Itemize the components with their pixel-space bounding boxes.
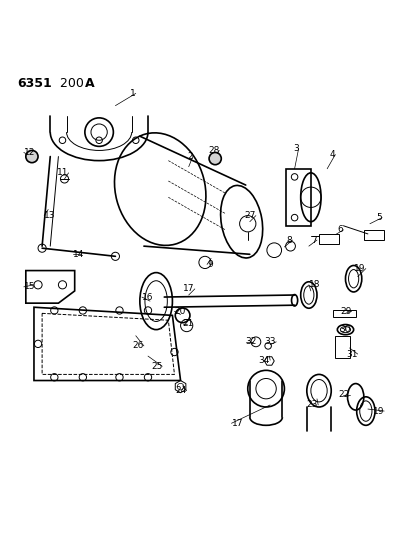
Text: 2: 2	[187, 152, 192, 161]
Text: 4: 4	[329, 150, 335, 159]
Text: 15: 15	[24, 282, 35, 292]
Text: 13: 13	[44, 211, 56, 220]
Text: 6351: 6351	[18, 77, 52, 90]
Circle shape	[209, 152, 221, 165]
Circle shape	[26, 150, 38, 163]
Text: 18: 18	[308, 280, 319, 289]
Text: 16: 16	[142, 293, 153, 302]
Text: 17: 17	[183, 285, 194, 293]
Text: 21: 21	[182, 319, 193, 328]
Text: 14: 14	[72, 250, 84, 259]
Text: 29: 29	[339, 307, 351, 316]
Text: 11: 11	[57, 168, 68, 177]
Text: 24: 24	[175, 386, 186, 395]
Text: 19: 19	[372, 407, 383, 416]
Text: 200: 200	[56, 77, 84, 90]
Text: A: A	[85, 77, 94, 90]
Text: 3: 3	[292, 144, 298, 153]
Text: 27: 27	[244, 211, 255, 220]
Text: 33: 33	[264, 337, 276, 346]
Text: 20: 20	[174, 307, 185, 316]
Text: 26: 26	[132, 342, 144, 350]
Text: 8: 8	[286, 236, 292, 245]
Text: 5: 5	[375, 213, 381, 222]
Text: 25: 25	[151, 362, 162, 371]
Polygon shape	[264, 357, 274, 365]
Text: 34: 34	[258, 356, 270, 365]
Text: 30: 30	[339, 325, 351, 334]
Text: 31: 31	[345, 350, 357, 359]
Text: 28: 28	[207, 146, 219, 155]
Text: 19: 19	[353, 264, 365, 273]
Text: 7: 7	[310, 236, 316, 245]
Text: 32: 32	[245, 337, 256, 346]
Text: 9: 9	[207, 260, 212, 269]
Text: 17: 17	[231, 419, 243, 428]
Text: 12: 12	[24, 148, 35, 157]
Text: 22: 22	[337, 390, 349, 399]
Text: 1: 1	[130, 89, 135, 98]
Text: 23: 23	[306, 400, 317, 409]
Polygon shape	[175, 381, 185, 393]
Text: 6: 6	[337, 225, 343, 235]
